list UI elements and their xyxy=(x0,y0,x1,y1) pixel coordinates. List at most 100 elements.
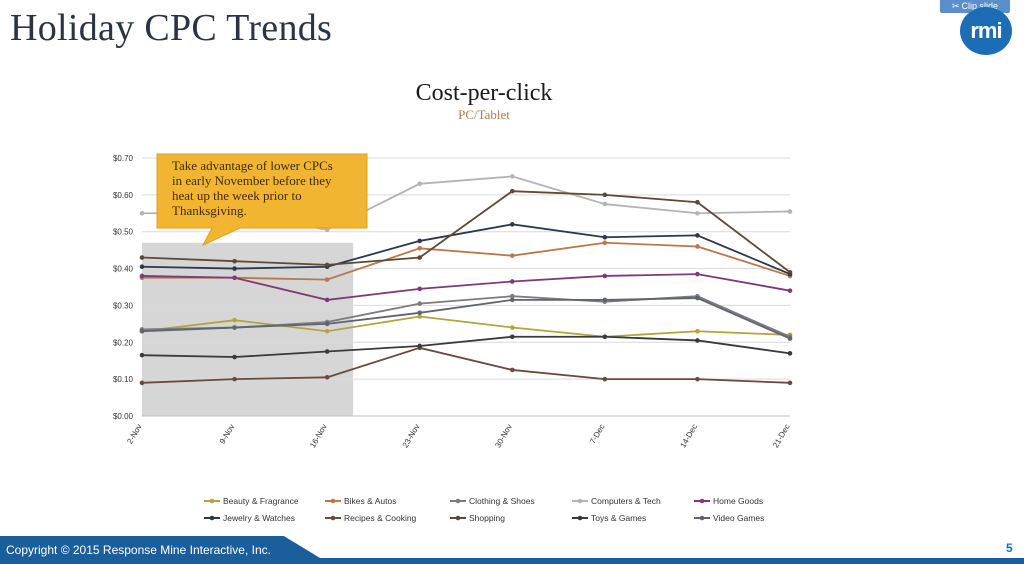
legend-label: Computers & Tech xyxy=(591,496,661,506)
legend-label: Bikes & Autos xyxy=(344,496,396,506)
data-point xyxy=(139,352,145,358)
series-video-games xyxy=(139,295,793,341)
slide-title: Holiday CPC Trends xyxy=(10,7,333,49)
data-point xyxy=(232,325,237,330)
data-point xyxy=(509,293,515,299)
series-line xyxy=(141,335,791,358)
clip-icon: ✂ xyxy=(951,1,960,11)
x-tick-label: 14-Dec xyxy=(678,423,699,450)
callout-box: Take advantage of lower CPCs in early Nov… xyxy=(156,153,368,247)
data-point xyxy=(509,253,515,258)
legend-label: Video Games xyxy=(713,513,764,523)
slide-number: 5 xyxy=(1006,541,1013,555)
data-point xyxy=(509,279,515,284)
data-point xyxy=(602,240,608,246)
legend-item: Jewelry & Watches xyxy=(204,513,295,523)
y-tick-label: $0.70 xyxy=(113,154,134,163)
data-point xyxy=(787,269,793,275)
clip-slide-label: Clip slide xyxy=(961,1,999,11)
data-point xyxy=(509,325,515,330)
x-axis-labels: 2-Nov 9-Nov 16-Nov 23-Nov 30-Nov 7-Dec 14-Dec 2… xyxy=(125,423,791,450)
legend-label: Jewelry & Watches xyxy=(223,513,295,523)
series-jewelry-watches xyxy=(139,222,793,277)
legend-item: Clothing & Shoes xyxy=(450,496,535,506)
legend-item: Shopping xyxy=(450,513,505,523)
rmi-logo: rmi xyxy=(960,7,1012,55)
data-point xyxy=(695,328,700,334)
series-shopping xyxy=(139,188,793,275)
data-point xyxy=(509,188,515,194)
legend-item: Home Goods xyxy=(694,496,763,506)
data-point xyxy=(417,246,423,251)
data-point xyxy=(232,258,237,264)
data-point xyxy=(139,380,145,386)
copyright-text: Copyright © 2015 Response Mine Interacti… xyxy=(6,543,271,557)
legend-label: Shopping xyxy=(469,513,505,523)
y-tick-label: $0.20 xyxy=(113,338,134,347)
legend-item: Video Games xyxy=(694,513,764,523)
data-point xyxy=(602,192,608,198)
data-point xyxy=(324,277,330,282)
legend-label: Toys & Games xyxy=(591,513,646,523)
footer-banner xyxy=(0,536,330,564)
data-point xyxy=(695,271,700,277)
footer: Copyright © 2015 Response Mine Interacti… xyxy=(0,536,1024,564)
data-point xyxy=(324,321,330,327)
x-tick-label: 7-Dec xyxy=(588,423,606,446)
legend-marker xyxy=(209,515,215,521)
data-point xyxy=(139,255,145,260)
legend-marker xyxy=(577,498,583,504)
data-point xyxy=(324,375,330,380)
callout-line: in early November before they xyxy=(172,173,332,188)
legend-label: Recipes & Cooking xyxy=(344,513,417,523)
series-line xyxy=(141,273,791,301)
data-point xyxy=(417,310,423,316)
chart-title: Cost-per-click xyxy=(416,80,553,106)
data-point xyxy=(787,351,793,356)
data-point xyxy=(324,227,330,233)
callout-line: Take advantage of lower CPCs xyxy=(172,158,333,173)
data-point xyxy=(139,264,145,270)
data-point xyxy=(695,244,700,249)
data-point xyxy=(602,273,608,279)
data-point xyxy=(417,255,423,260)
data-point xyxy=(232,376,237,382)
data-point xyxy=(695,199,700,205)
data-point xyxy=(602,201,608,207)
data-point xyxy=(602,297,608,303)
data-point xyxy=(232,317,237,323)
series-lines xyxy=(139,174,793,386)
series-line xyxy=(141,315,791,338)
data-point xyxy=(695,295,700,301)
x-tick-label: 21-Dec xyxy=(771,423,792,450)
legend-marker xyxy=(699,498,705,504)
data-point xyxy=(509,222,515,227)
series-line xyxy=(141,297,791,340)
data-point xyxy=(324,328,330,334)
series-line xyxy=(141,346,791,384)
data-point xyxy=(139,210,145,216)
series-line xyxy=(142,241,791,281)
legend-item: Beauty & Fragrance xyxy=(204,496,299,506)
legend-label: Clothing & Shoes xyxy=(469,496,535,506)
data-point xyxy=(695,338,700,343)
data-point xyxy=(417,343,423,349)
legend-marker xyxy=(577,515,583,521)
logo-text: rmi xyxy=(970,18,1002,43)
data-point xyxy=(324,349,330,354)
callout-line: Thanksgiving. xyxy=(172,203,247,218)
series-home-goods xyxy=(139,271,793,303)
data-point xyxy=(509,367,515,373)
x-tick-label: 2-Nov xyxy=(125,423,143,446)
series-toys-games xyxy=(139,334,793,360)
y-tick-label: $0.40 xyxy=(113,265,134,274)
legend-marker xyxy=(455,515,461,521)
legend-marker xyxy=(455,498,461,504)
legend-item: Bikes & Autos xyxy=(325,496,396,506)
legend-item: Recipes & Cooking xyxy=(325,513,417,523)
callout-text: Take advantage of lower CPCs in early Nov… xyxy=(172,158,333,218)
data-point xyxy=(787,380,793,386)
series-recipes-cooking xyxy=(139,345,793,386)
series-line xyxy=(141,223,791,275)
data-point xyxy=(787,336,793,341)
